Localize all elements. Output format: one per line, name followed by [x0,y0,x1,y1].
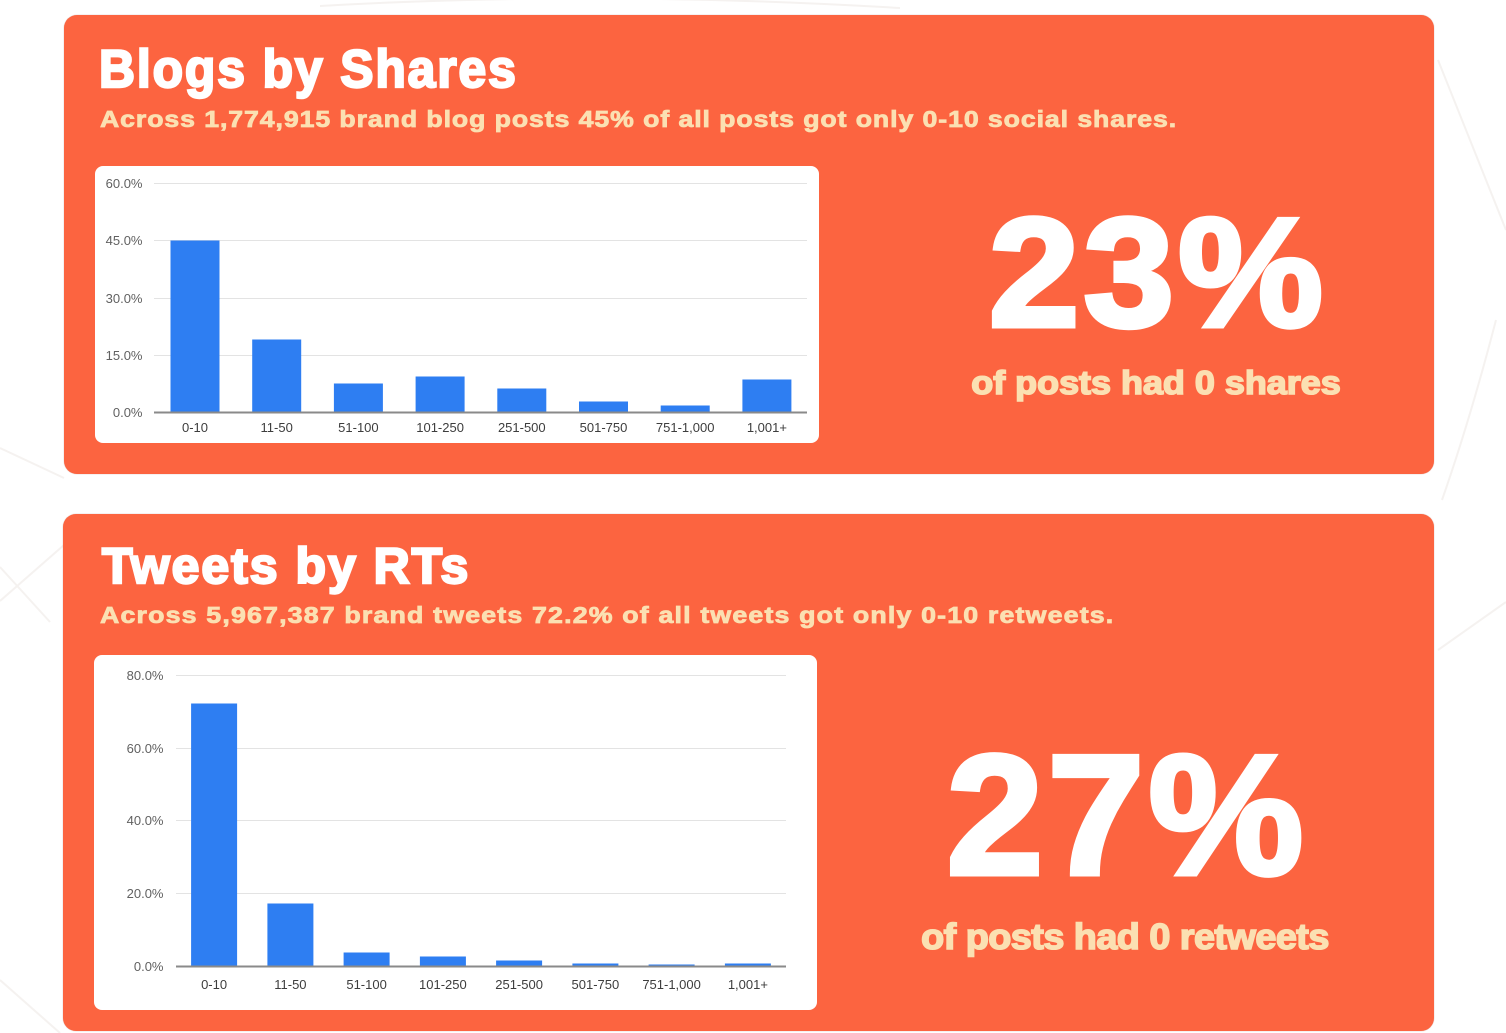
svg-text:60.0%: 60.0% [127,741,164,756]
svg-text:11-50: 11-50 [274,977,306,992]
svg-text:251-500: 251-500 [495,977,543,992]
svg-text:51-100: 51-100 [346,977,386,992]
svg-text:751-1,000: 751-1,000 [656,420,715,435]
svg-text:251-500: 251-500 [498,420,546,435]
svg-text:101-250: 101-250 [416,420,464,435]
svg-text:751-1,000: 751-1,000 [642,977,701,992]
svg-text:30.0%: 30.0% [106,291,143,306]
svg-text:15.0%: 15.0% [106,348,143,363]
svg-text:1,001+: 1,001+ [728,977,768,992]
svg-text:501-750: 501-750 [580,420,628,435]
svg-text:40.0%: 40.0% [127,813,164,828]
svg-text:0.0%: 0.0% [134,959,164,974]
svg-text:501-750: 501-750 [572,977,620,992]
svg-text:45.0%: 45.0% [106,233,143,248]
svg-text:0-10: 0-10 [182,420,208,435]
svg-text:20.0%: 20.0% [127,886,164,901]
svg-text:101-250: 101-250 [419,977,467,992]
svg-text:1,001+: 1,001+ [747,420,787,435]
svg-text:11-50: 11-50 [261,420,293,435]
svg-text:0-10: 0-10 [201,977,227,992]
svg-text:80.0%: 80.0% [127,668,164,683]
svg-text:51-100: 51-100 [338,420,378,435]
svg-text:0.0%: 0.0% [113,405,143,420]
svg-text:60.0%: 60.0% [106,176,143,191]
